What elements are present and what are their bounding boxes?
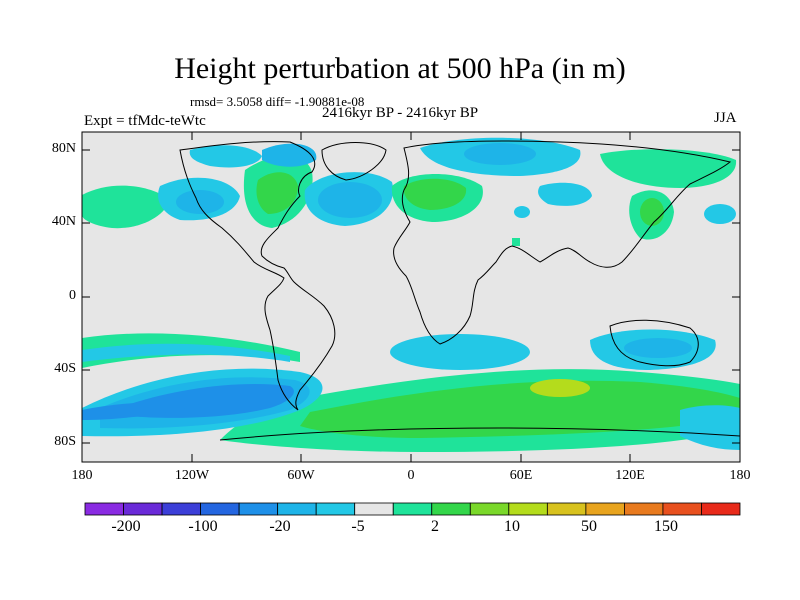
colorbar-label: -20 <box>269 518 291 535</box>
contour-band <box>704 204 736 224</box>
lon-label: 120E <box>615 468 645 483</box>
contour-band <box>300 380 740 438</box>
lon-label: 180 <box>71 468 93 483</box>
colorbar-swatch <box>546 502 587 516</box>
period-label: 2416kyr BP - 2416kyr BP <box>322 105 479 121</box>
lon-label: 60E <box>509 468 533 483</box>
colorbar <box>84 502 741 516</box>
contour-band <box>680 405 740 450</box>
colorbar-label: 50 <box>581 518 597 535</box>
lon-label: 60W <box>287 468 315 483</box>
coastline-greenland <box>321 142 387 181</box>
contour-band <box>512 238 520 246</box>
lon-label: 180 <box>729 468 751 483</box>
colorbar-swatch <box>238 502 279 516</box>
colorbar-label: -200 <box>111 518 141 535</box>
contour-band <box>176 190 224 214</box>
contour-band <box>640 198 664 226</box>
colorbar-label: -100 <box>188 518 218 535</box>
lon-ticks <box>191 132 631 462</box>
contour-band <box>262 143 317 167</box>
coastline-australia <box>609 319 699 367</box>
contour-band <box>538 182 592 206</box>
season-label: JJA <box>714 110 737 126</box>
rmsd-diff-stats: rmsd= 3.5058 diff= -1.90881e-08 <box>190 94 365 109</box>
colorbar-swatch <box>624 502 664 516</box>
lat-label: 40S <box>54 361 76 376</box>
lat-label: 40N <box>51 214 76 229</box>
contour-band <box>464 143 536 165</box>
lat-label: 80N <box>51 141 76 156</box>
contour-band <box>530 379 590 397</box>
colorbar-swatch <box>200 502 240 516</box>
experiment-label: Expt = tfMdc-teWtc <box>84 113 206 129</box>
lat-ticks <box>82 149 740 444</box>
colorbar-swatch <box>392 502 433 516</box>
colorbar-swatch <box>277 502 317 516</box>
contour-band <box>82 185 170 229</box>
contour-fields <box>82 137 740 452</box>
map-title: Height perturbation at 500 hPa (in m) <box>174 52 626 85</box>
coastline-antarctica <box>219 427 740 441</box>
colorbar-swatch <box>354 502 394 516</box>
colorbar-swatch <box>84 502 124 516</box>
colorbar-swatch <box>161 502 201 516</box>
colorbar-swatch <box>701 502 741 516</box>
lon-label: 120W <box>174 468 210 483</box>
contour-band <box>256 172 298 214</box>
contour-band <box>624 338 692 358</box>
colorbar-label: 2 <box>431 518 439 535</box>
coastlines <box>179 140 740 441</box>
contour-band <box>403 178 467 210</box>
contour-band <box>390 334 530 370</box>
lon-label: 0 <box>407 468 415 483</box>
contour-band <box>318 182 382 218</box>
contour-band <box>82 343 290 362</box>
colorbar-label: -5 <box>351 518 365 535</box>
colorbar-swatch <box>469 502 510 516</box>
colorbar-swatch <box>123 502 163 516</box>
colorbar-label: 150 <box>654 518 678 535</box>
contour-band <box>82 402 200 420</box>
coastline-eurasia-africa <box>393 140 732 345</box>
lat-label: 80S <box>54 434 76 449</box>
colorbar-label: 10 <box>504 518 520 535</box>
contour-band <box>189 145 262 168</box>
colorbar-swatch <box>431 502 471 516</box>
colorbar-swatch <box>508 502 548 516</box>
colorbar-swatch <box>585 502 625 516</box>
coastline-americas <box>179 141 336 411</box>
lat-label: 0 <box>69 288 76 303</box>
contour-band <box>514 206 530 218</box>
colorbar-swatch <box>315 502 356 516</box>
colorbar-swatch <box>662 502 702 516</box>
